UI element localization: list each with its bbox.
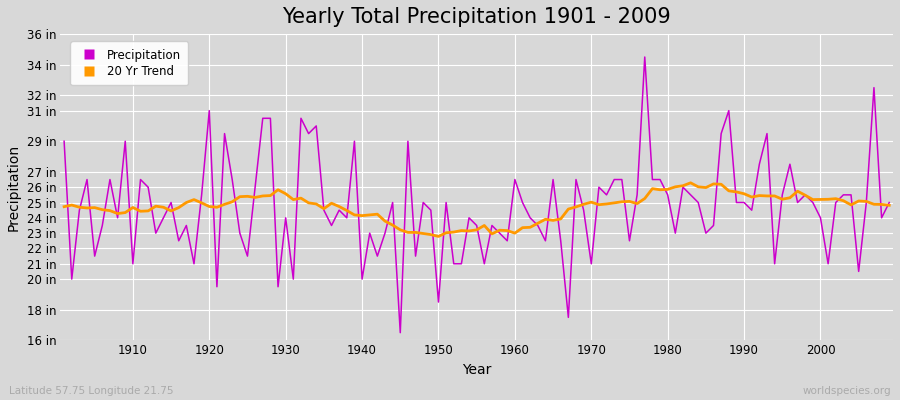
Title: Yearly Total Precipitation 1901 - 2009: Yearly Total Precipitation 1901 - 2009	[283, 7, 671, 27]
Text: Latitude 57.75 Longitude 21.75: Latitude 57.75 Longitude 21.75	[9, 386, 174, 396]
Legend: Precipitation, 20 Yr Trend: Precipitation, 20 Yr Trend	[70, 42, 188, 85]
X-axis label: Year: Year	[462, 363, 491, 377]
Text: worldspecies.org: worldspecies.org	[803, 386, 891, 396]
Y-axis label: Precipitation: Precipitation	[7, 144, 21, 231]
